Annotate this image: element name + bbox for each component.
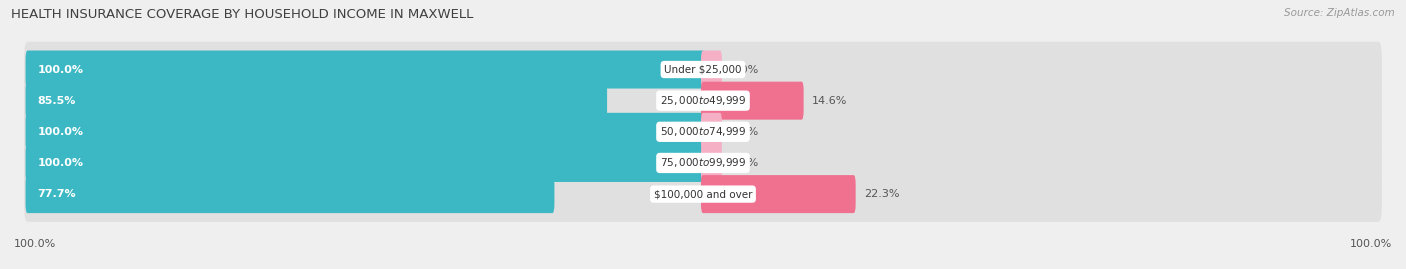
Text: 77.7%: 77.7% [38, 189, 76, 199]
Text: 0.0%: 0.0% [730, 158, 758, 168]
FancyBboxPatch shape [24, 42, 1382, 97]
Text: 100.0%: 100.0% [1350, 239, 1392, 249]
FancyBboxPatch shape [25, 51, 704, 89]
FancyBboxPatch shape [24, 135, 1382, 191]
Text: HEALTH INSURANCE COVERAGE BY HOUSEHOLD INCOME IN MAXWELL: HEALTH INSURANCE COVERAGE BY HOUSEHOLD I… [11, 8, 474, 21]
Text: $25,000 to $49,999: $25,000 to $49,999 [659, 94, 747, 107]
FancyBboxPatch shape [24, 73, 1382, 128]
Text: 100.0%: 100.0% [38, 158, 84, 168]
Text: 0.0%: 0.0% [730, 65, 758, 75]
Text: 14.6%: 14.6% [811, 96, 848, 106]
Text: $100,000 and over: $100,000 and over [654, 189, 752, 199]
FancyBboxPatch shape [702, 144, 721, 182]
Text: $75,000 to $99,999: $75,000 to $99,999 [659, 157, 747, 169]
Text: $50,000 to $74,999: $50,000 to $74,999 [659, 125, 747, 138]
FancyBboxPatch shape [24, 167, 1382, 222]
Text: Under $25,000: Under $25,000 [664, 65, 742, 75]
FancyBboxPatch shape [25, 82, 607, 120]
FancyBboxPatch shape [25, 175, 554, 213]
FancyBboxPatch shape [24, 104, 1382, 160]
Text: Source: ZipAtlas.com: Source: ZipAtlas.com [1284, 8, 1395, 18]
FancyBboxPatch shape [25, 144, 704, 182]
Text: 0.0%: 0.0% [730, 127, 758, 137]
FancyBboxPatch shape [702, 113, 721, 151]
FancyBboxPatch shape [702, 175, 856, 213]
FancyBboxPatch shape [25, 113, 704, 151]
FancyBboxPatch shape [702, 82, 804, 120]
Text: 85.5%: 85.5% [38, 96, 76, 106]
Text: 22.3%: 22.3% [863, 189, 900, 199]
FancyBboxPatch shape [702, 51, 721, 89]
Text: 100.0%: 100.0% [38, 127, 84, 137]
Text: 100.0%: 100.0% [14, 239, 56, 249]
Text: 100.0%: 100.0% [38, 65, 84, 75]
